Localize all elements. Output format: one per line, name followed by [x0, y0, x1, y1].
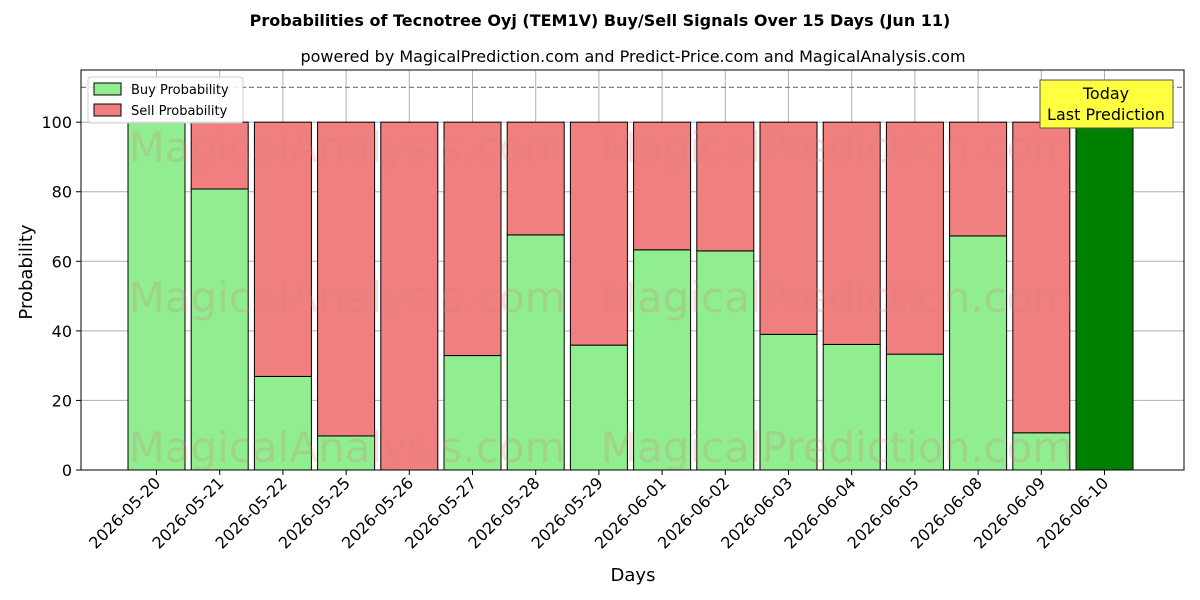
bar-sell-2026-05-28: [506, 121, 565, 236]
bar-buy-2026-06-10: [1075, 121, 1134, 471]
bar-buy-2026-06-08: [949, 235, 1008, 471]
today-annotation: Today Last Prediction: [1039, 79, 1174, 129]
y-tick-label: 40: [52, 322, 72, 341]
y-tick-label: 20: [52, 391, 72, 410]
bar-buy-2026-06-01: [633, 249, 692, 471]
bar-sell-2026-06-09: [1012, 121, 1071, 434]
bar-sell-2026-05-25: [317, 121, 376, 437]
y-axis: 0 20 40 60 80 100: [41, 113, 81, 480]
watermark: MagicalAnalysis.com: [129, 123, 566, 172]
bar-buy-2026-06-02: [696, 250, 755, 471]
bar-sell-2026-06-05: [885, 121, 944, 355]
y-tick-label: 0: [62, 461, 72, 480]
y-tick-label: 60: [52, 252, 72, 271]
watermark: MagicalPrediction.com: [601, 123, 1074, 172]
y-axis-label: Probability: [16, 224, 37, 319]
bar-sell-2026-06-03: [759, 121, 818, 335]
bar-buy-2026-05-25: [317, 435, 376, 471]
legend-box: [87, 76, 244, 124]
watermark: MagicalPrediction.com: [601, 423, 1074, 472]
bar-buy-2026-06-05: [885, 353, 944, 471]
x-axis: 2026-05-202026-05-212026-05-222026-05-25…: [85, 470, 1112, 553]
legend-label-buy: Buy Probability: [131, 83, 229, 98]
today-annotation-line-1: Today: [1082, 84, 1129, 103]
bar-sell-2026-05-22: [253, 121, 312, 377]
watermark: MagicalAnalysis.com: [129, 423, 566, 472]
today-annotation-line-2: Last Prediction: [1047, 105, 1165, 124]
today-annotation-box: [1039, 79, 1174, 129]
bar-buy-2026-05-27: [443, 355, 502, 471]
legend-swatch-buy: [93, 82, 122, 96]
bar-sell-2026-05-27: [443, 121, 502, 357]
watermark: MagicalAnalysis.com: [129, 273, 566, 322]
y-tick-label: 100: [41, 113, 72, 132]
bar-buy-2026-06-03: [759, 333, 818, 471]
watermarks: MagicalAnalysis.com MagicalPrediction.com…: [129, 123, 1074, 472]
chart-title: Probabilities of Tecnotree Oyj (TEM1V) B…: [250, 11, 951, 30]
legend: Buy Probability Sell Probability: [87, 76, 244, 124]
watermark: MagicalPrediction.com: [601, 273, 1074, 322]
legend-swatch-sell: [93, 103, 122, 117]
bar-sell-2026-05-21: [190, 121, 249, 190]
bar-sell-2026-06-01: [633, 121, 692, 251]
bar-buy-2026-06-04: [822, 343, 881, 471]
legend-label-sell: Sell Probability: [131, 104, 228, 119]
chart-subtitle: powered by MagicalPrediction.com and Pre…: [300, 47, 965, 66]
bar-sell-2026-05-26: [380, 121, 439, 471]
bar-sell-2026-05-29: [569, 121, 628, 346]
bar-buy-2026-05-29: [569, 344, 628, 471]
y-tick-label: 80: [52, 183, 72, 202]
bar-buy-2026-05-28: [506, 234, 565, 471]
plot-frame: [80, 69, 1185, 471]
bars: [127, 121, 1134, 471]
bar-sell-2026-06-04: [822, 121, 881, 345]
bar-sell-2026-06-02: [696, 121, 755, 252]
bar-sell-2026-06-08: [949, 121, 1008, 237]
x-axis-label: Days: [611, 565, 656, 586]
